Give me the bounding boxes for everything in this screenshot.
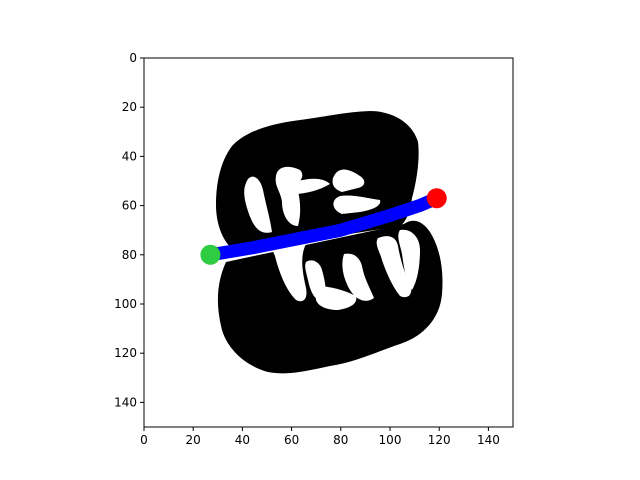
y-tick-label: 40 (122, 149, 137, 163)
x-tick-label: 100 (379, 433, 402, 447)
white-hole-3 (290, 178, 330, 194)
white-hole-6 (269, 237, 307, 302)
end-marker (426, 188, 447, 209)
x-tick-label: 0 (140, 433, 148, 447)
y-tick-label: 120 (114, 346, 137, 360)
y-axis-ticks: 0 20 40 60 80 100 120 140 (114, 51, 144, 409)
x-tick-label: 120 (428, 433, 451, 447)
start-marker (200, 244, 221, 265)
x-tick-label: 40 (235, 433, 250, 447)
white-hole-8 (316, 286, 357, 310)
white-hole-2 (275, 166, 303, 226)
white-hole-10 (376, 236, 412, 298)
x-tick-label: 80 (333, 433, 348, 447)
white-hole-9 (342, 253, 374, 301)
y-tick-label: 80 (122, 248, 137, 262)
white-hole-4 (332, 169, 365, 192)
x-tick-label: 140 (477, 433, 500, 447)
image-area (144, 58, 513, 427)
y-tick-label: 100 (114, 297, 137, 311)
path-line (203, 191, 444, 262)
y-tick-label: 20 (122, 100, 137, 114)
y-tick-label: 60 (122, 199, 137, 213)
white-hole-1 (244, 176, 272, 233)
overlay-layer (200, 188, 447, 265)
axes-frame (143, 57, 514, 428)
x-tick-label: 60 (284, 433, 299, 447)
x-tick-label: 20 (186, 433, 201, 447)
x-axis-ticks: 0 20 40 60 80 100 120 140 (140, 427, 500, 447)
white-hole-5 (333, 195, 381, 214)
y-tick-label: 140 (114, 395, 137, 409)
white-hole-11 (398, 229, 420, 290)
y-tick-label: 0 (129, 51, 137, 65)
